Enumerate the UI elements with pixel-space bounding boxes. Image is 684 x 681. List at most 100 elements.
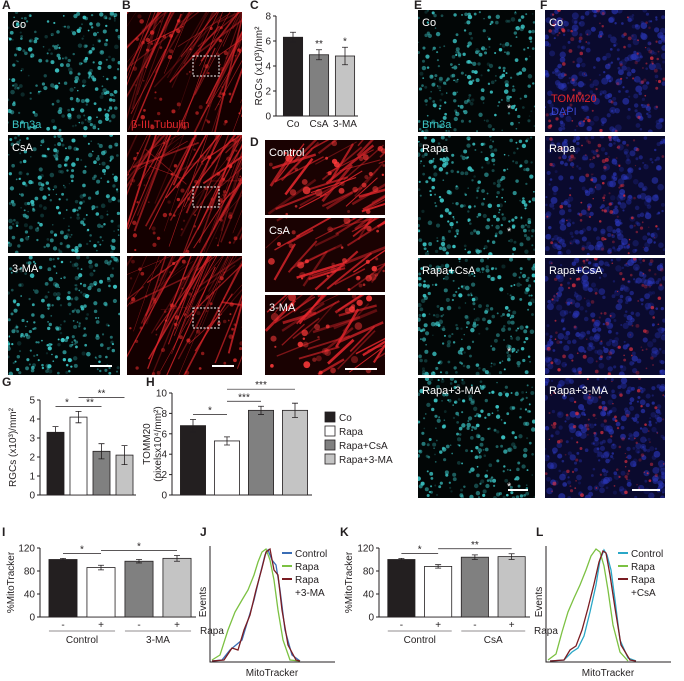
cell [32, 125, 37, 130]
cell [524, 207, 527, 210]
fiber [179, 12, 236, 127]
nucleus [657, 475, 663, 480]
cell [73, 363, 78, 368]
cell [490, 345, 492, 347]
nucleus [586, 203, 592, 209]
cell [431, 120, 435, 125]
cell [233, 358, 237, 363]
nucleus [659, 140, 664, 145]
nucleus [586, 252, 590, 255]
nucleus [575, 332, 581, 338]
nucleus [660, 34, 665, 41]
cell [15, 224, 19, 228]
fiber [329, 143, 354, 183]
cell [59, 230, 64, 235]
cell [218, 38, 223, 43]
nucleus [631, 68, 636, 74]
nucleus [580, 384, 586, 390]
nucleus [567, 81, 570, 85]
cell [99, 50, 105, 55]
mito [552, 425, 556, 429]
mito [578, 36, 583, 41]
mito [546, 346, 551, 351]
cell [26, 137, 29, 140]
mito [587, 434, 589, 436]
cell [25, 236, 30, 241]
nucleus [599, 136, 605, 139]
nucleus [578, 345, 585, 353]
cell [438, 167, 444, 172]
fiber [342, 303, 370, 332]
fiber [130, 12, 200, 67]
fiber [357, 218, 372, 241]
cell [65, 233, 70, 238]
nucleus [612, 443, 615, 446]
fiber [377, 220, 385, 228]
cell [519, 267, 523, 271]
mito [570, 154, 574, 159]
cell [82, 193, 86, 197]
cell [426, 443, 430, 447]
nucleus [561, 459, 565, 463]
fiber [127, 12, 137, 27]
cell [450, 490, 453, 493]
cell [152, 231, 156, 235]
nucleus [574, 467, 578, 472]
cell [463, 351, 466, 354]
nucleus [576, 57, 583, 64]
bar [497, 556, 526, 618]
fiber [227, 299, 242, 354]
micrograph [8, 256, 120, 375]
fiber [137, 12, 166, 96]
cell [75, 309, 81, 314]
cell [445, 371, 449, 375]
cell [53, 154, 59, 159]
nucleus [641, 97, 645, 101]
cell [433, 172, 438, 177]
cell [57, 338, 60, 341]
cell [494, 232, 498, 236]
fiber [195, 256, 219, 296]
cell [25, 334, 31, 340]
mito [564, 453, 567, 456]
nucleus [578, 459, 582, 463]
cell [149, 30, 155, 35]
cell [55, 149, 59, 153]
cell [106, 78, 109, 81]
cell [63, 184, 65, 187]
nucleus [652, 475, 659, 482]
nucleus [635, 221, 639, 225]
cell [438, 246, 443, 250]
cell [439, 450, 443, 454]
cell [131, 179, 136, 183]
cell [61, 143, 65, 147]
cell [82, 15, 87, 20]
nucleus [549, 202, 555, 208]
nucleus [601, 405, 608, 411]
cell [97, 317, 100, 319]
cell [14, 53, 17, 57]
mito [568, 49, 573, 53]
fiber [200, 12, 240, 62]
mito [599, 22, 601, 25]
cell [10, 288, 14, 292]
cell [500, 419, 503, 421]
nucleus [643, 448, 647, 452]
cell [28, 297, 31, 301]
nucleus [579, 33, 583, 37]
cell [506, 313, 511, 317]
cell [503, 168, 506, 172]
cell [59, 331, 63, 335]
cell [472, 302, 476, 306]
cell [521, 464, 526, 469]
mito [600, 247, 605, 251]
cell [114, 44, 119, 50]
cell [113, 19, 116, 22]
cell [75, 284, 78, 287]
nucleus [613, 44, 617, 47]
cell [93, 244, 97, 248]
fiber [333, 308, 378, 330]
mito [555, 117, 559, 121]
cell [34, 30, 37, 34]
nucleus [576, 64, 580, 68]
